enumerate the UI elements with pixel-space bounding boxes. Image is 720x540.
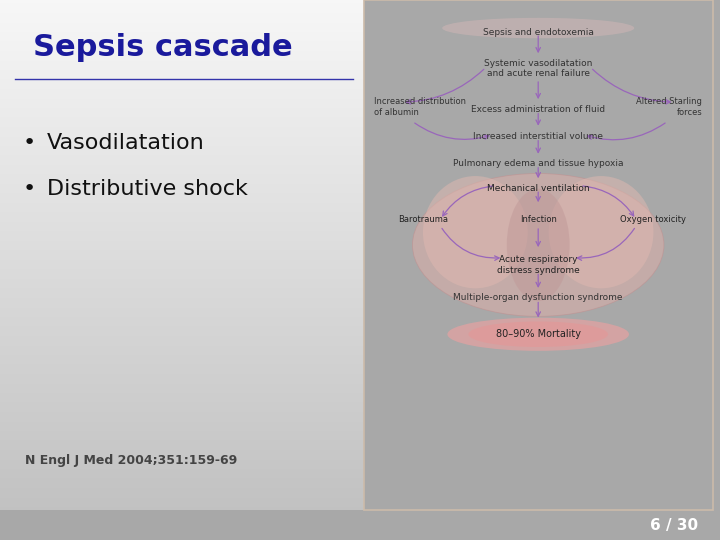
Ellipse shape — [447, 318, 629, 351]
Text: Excess administration of fluid: Excess administration of fluid — [471, 105, 606, 113]
Text: Altered Starling
forces: Altered Starling forces — [636, 97, 702, 117]
Text: Infection: Infection — [520, 215, 557, 224]
Text: Acute respiratory
distress syndrome: Acute respiratory distress syndrome — [497, 255, 580, 274]
Text: Vasodilatation: Vasodilatation — [48, 133, 205, 153]
Text: Multiple-organ dysfunction syndrome: Multiple-organ dysfunction syndrome — [454, 293, 623, 302]
Text: 80–90% Mortality: 80–90% Mortality — [495, 329, 581, 339]
Text: Oxygen toxicity: Oxygen toxicity — [621, 215, 686, 224]
Text: Pulmonary edema and tissue hypoxia: Pulmonary edema and tissue hypoxia — [453, 159, 624, 168]
Text: Increased interstitial volume: Increased interstitial volume — [473, 132, 603, 140]
Text: Sepsis and endotoxemia: Sepsis and endotoxemia — [483, 28, 593, 37]
Ellipse shape — [413, 173, 664, 316]
Text: Mechanical ventilation: Mechanical ventilation — [487, 184, 590, 193]
Ellipse shape — [469, 321, 608, 347]
Text: •: • — [22, 179, 36, 199]
Text: Distributive shock: Distributive shock — [48, 179, 248, 199]
Ellipse shape — [423, 176, 528, 288]
Text: Sepsis cascade: Sepsis cascade — [32, 33, 292, 62]
Text: Barotrauma: Barotrauma — [398, 215, 448, 224]
Text: Systemic vasodilatation
and acute renal failure: Systemic vasodilatation and acute renal … — [484, 59, 593, 78]
Text: N Engl J Med 2004;351:159-69: N Engl J Med 2004;351:159-69 — [25, 454, 238, 467]
Text: Increased distribution
of albumin: Increased distribution of albumin — [374, 97, 466, 117]
Ellipse shape — [442, 18, 634, 38]
Ellipse shape — [549, 176, 654, 288]
Ellipse shape — [507, 189, 570, 301]
Text: 6 / 30: 6 / 30 — [650, 518, 698, 532]
Text: •: • — [22, 133, 36, 153]
